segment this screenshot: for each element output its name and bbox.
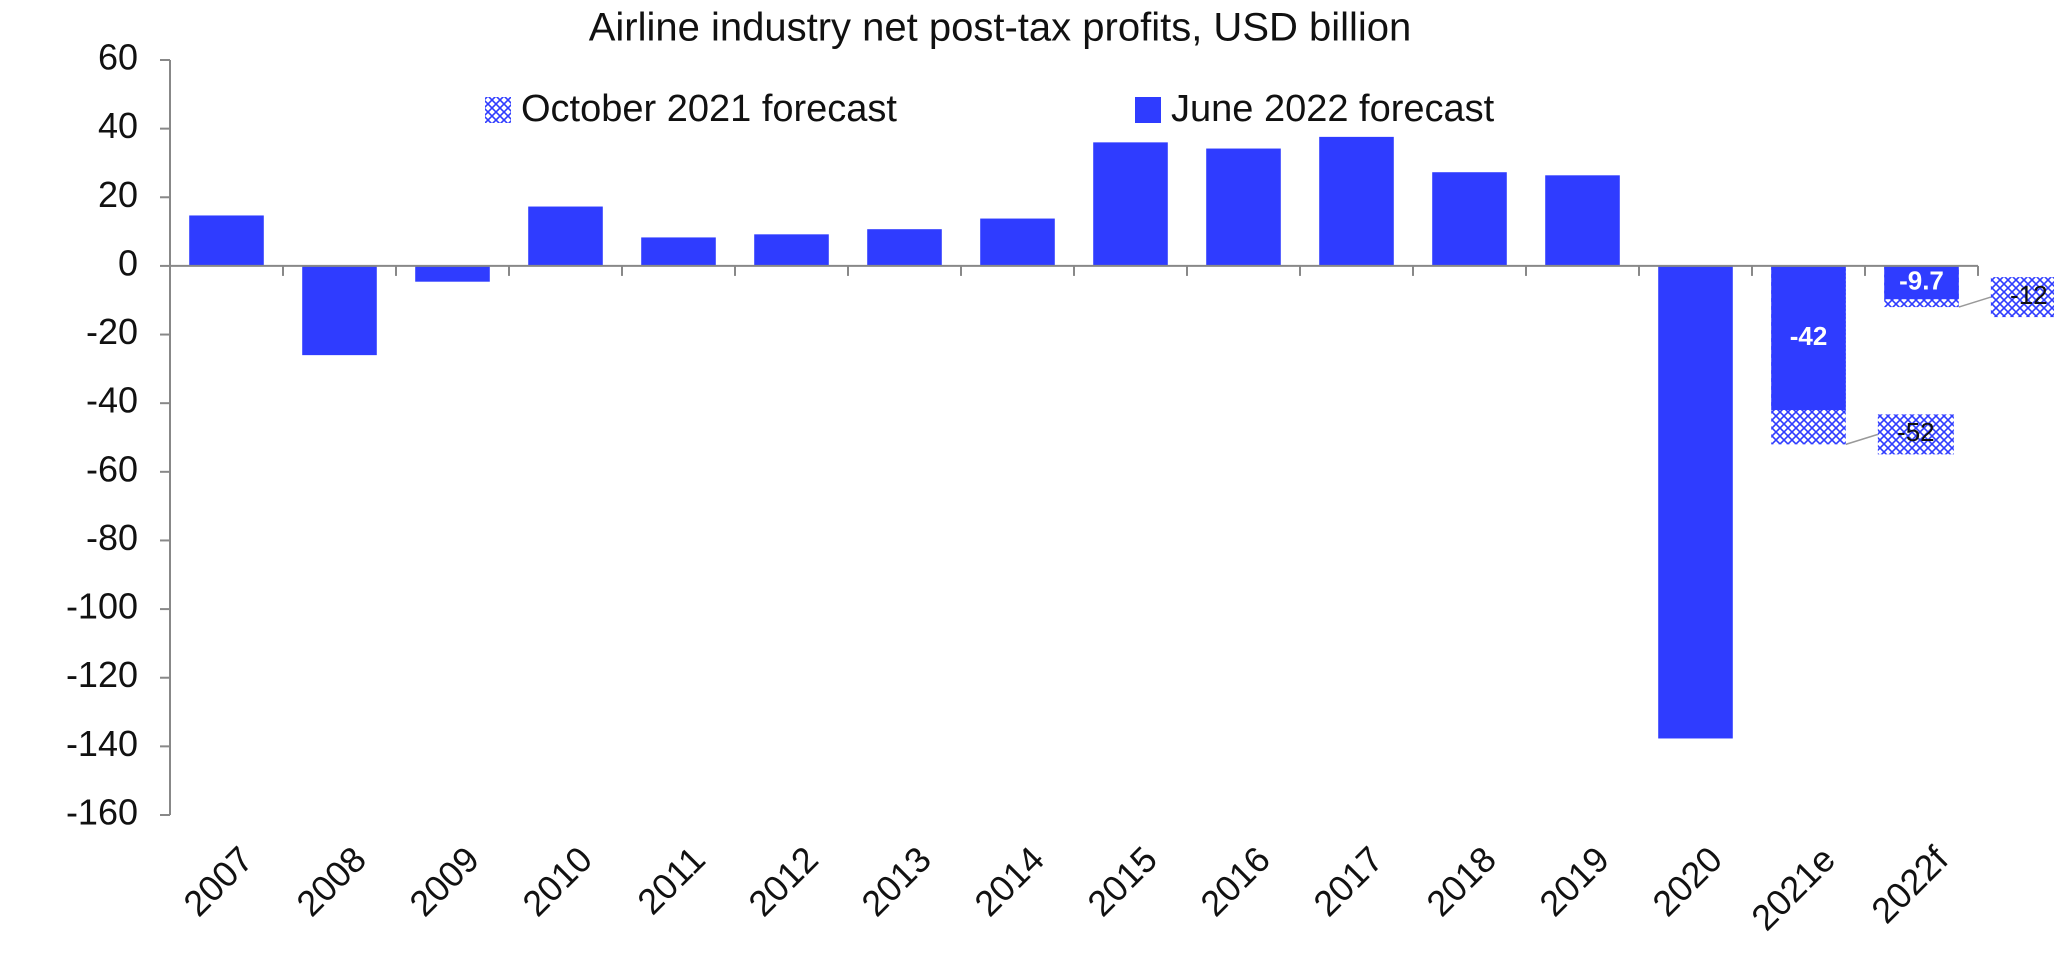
x-tick-label: 2012: [740, 838, 826, 924]
bar: [1884, 265, 1959, 300]
x-tick-label: 2020: [1644, 838, 1730, 924]
bar: [1206, 148, 1281, 266]
x-tick-label: 2022f: [1863, 838, 1956, 931]
bar: [1319, 136, 1394, 266]
x-tick-label: 2010: [514, 838, 600, 924]
x-tick-label: 2013: [853, 838, 939, 924]
x-tick-label: 2019: [1531, 838, 1617, 924]
x-tick-label: 2009: [401, 838, 487, 924]
bar: [1771, 265, 1846, 411]
bar: [980, 218, 1055, 266]
y-tick-label: -40: [86, 380, 138, 421]
legend-label: October 2021 forecast: [521, 88, 897, 130]
label-connector: [1845, 433, 1879, 446]
y-tick-label: 20: [98, 174, 138, 215]
bar: [1432, 172, 1507, 266]
x-tick-label: 2008: [288, 838, 374, 924]
bar: [415, 265, 490, 282]
y-tick-label: -140: [66, 723, 138, 764]
data-label: -52: [1897, 417, 1935, 447]
y-tick-label: -80: [86, 517, 138, 558]
y-tick-label: 0: [118, 242, 138, 283]
x-tick-label: 2011: [629, 838, 713, 922]
x-tick-label: 2007: [175, 838, 261, 924]
legend-swatch: [1135, 97, 1161, 123]
label-box: [1877, 414, 1954, 455]
bar: [1658, 265, 1733, 739]
x-tick-label: 2017: [1305, 838, 1391, 924]
legend-swatch: [485, 97, 511, 123]
y-tick-label: -160: [66, 792, 138, 833]
data-label: -42: [1790, 321, 1828, 351]
y-tick-label: 60: [98, 37, 138, 78]
bar: [302, 265, 377, 356]
x-tick-label: 2016: [1192, 838, 1278, 924]
bar: [1545, 175, 1620, 266]
label-connector: [1958, 296, 1992, 308]
legend-label: June 2022 forecast: [1171, 88, 1495, 130]
label-box: [1990, 277, 2054, 318]
x-tick-label: 2015: [1079, 838, 1165, 924]
bar: [528, 206, 603, 266]
y-tick-label: -120: [66, 654, 138, 695]
y-tick-label: -60: [86, 448, 138, 489]
y-tick-label: -20: [86, 311, 138, 352]
data-label: -12: [2010, 280, 2048, 310]
y-tick-label: 40: [98, 105, 138, 146]
bar: [867, 229, 942, 266]
x-tick-label: 2014: [966, 838, 1052, 924]
bar: [641, 237, 716, 266]
y-tick-label: -100: [66, 586, 138, 627]
x-tick-label: 2021e: [1743, 838, 1843, 938]
bar: [754, 234, 829, 266]
bar: [1093, 142, 1168, 266]
bar: [189, 215, 264, 266]
x-tick-label: 2018: [1418, 838, 1504, 924]
data-label: -9.7: [1899, 265, 1944, 295]
chart-title: Airline industry net post-tax profits, U…: [589, 6, 1412, 50]
